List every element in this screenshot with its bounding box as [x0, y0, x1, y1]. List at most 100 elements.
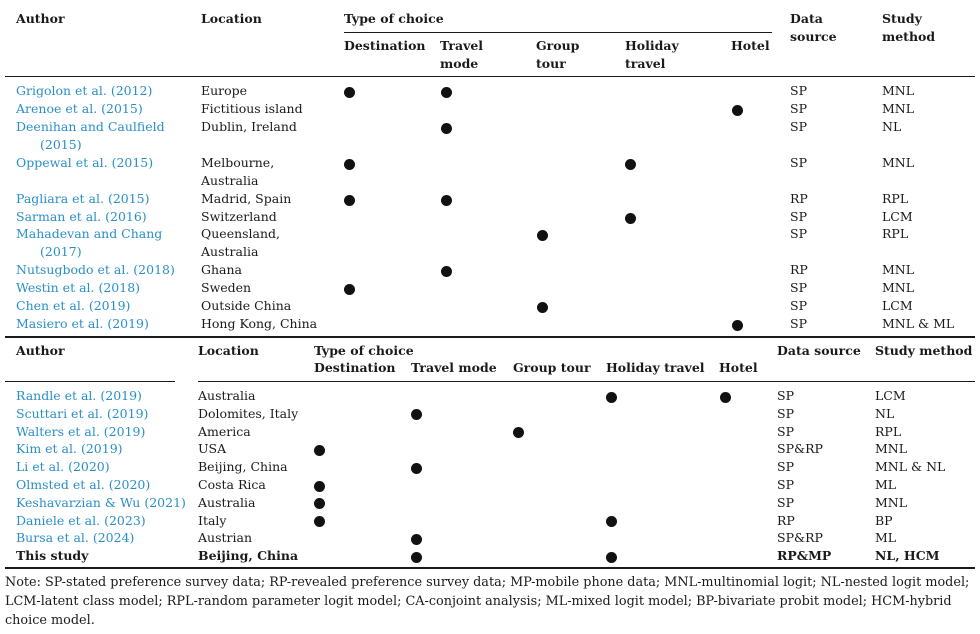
data-source-cell: SP — [790, 316, 807, 331]
study-method-cell: MNL & ML — [882, 316, 955, 331]
data-source-cell: SP — [777, 405, 794, 421]
data-source-cell: RP — [777, 512, 795, 528]
data-source-cell: RP — [790, 262, 808, 277]
location-cell: Austrian — [198, 530, 252, 546]
author-cell: Li et al. (2020) — [16, 459, 110, 475]
author-cell: Scuttari et al. (2019) — [16, 405, 149, 421]
location-cell: Beijing, China — [198, 459, 288, 475]
choice-dot — [512, 427, 524, 439]
author-cell: Oppewal et al. (2015) — [16, 155, 154, 170]
author-cell: (2015) — [40, 137, 82, 152]
choice-dot — [605, 516, 617, 528]
t1-header-rule — [5, 76, 975, 77]
t2-header-location: Location — [198, 343, 259, 358]
choice-dot — [343, 194, 355, 206]
location-cell: Australia — [201, 244, 259, 259]
t1-header-holiday-line1: Holiday — [625, 38, 679, 53]
location-cell: Melbourne, — [201, 155, 275, 170]
data-source-cell: RP&MP — [777, 548, 832, 564]
author-cell: Pagliara et al. (2015) — [16, 191, 150, 206]
author-cell: Nutsugbodo et al. (2018) — [16, 262, 175, 277]
location-cell: Italy — [198, 512, 227, 528]
study-method-cell: RPL — [875, 423, 902, 439]
t1-header-type-of-choice: Type of choice — [344, 11, 444, 26]
location-cell: Costa Rica — [198, 477, 266, 492]
study-method-cell: BP — [875, 512, 893, 528]
data-source-cell: SP — [790, 209, 807, 224]
author-cell: Arenoe et al. (2015) — [16, 101, 143, 116]
data-source-cell: SP — [777, 423, 794, 439]
data-source-cell: SP — [790, 83, 807, 98]
author-cell: (2017) — [40, 244, 82, 259]
t2-header-holiday: Holiday travel — [606, 360, 705, 375]
author-cell: Daniele et al. (2023) — [16, 512, 146, 528]
author-cell: Randle et al. (2019) — [16, 388, 142, 403]
table-separator-rule — [5, 336, 975, 338]
study-method-cell: NL, HCM — [875, 548, 940, 564]
author-cell: Olmsted et al. (2020) — [16, 477, 151, 492]
t2-header-rule-right — [198, 381, 975, 382]
t1-header-travel-mode-line1: Travel — [440, 38, 484, 53]
t2-header-study-method: Study method — [875, 343, 973, 358]
t1-header-author: Author — [16, 11, 65, 26]
choice-dot — [440, 86, 452, 98]
location-cell: Switzerland — [201, 209, 277, 224]
t2-header-hotel: Hotel — [719, 360, 758, 375]
data-source-cell: SP — [790, 226, 807, 241]
author-cell: Keshavarzian & Wu (2021) — [16, 494, 186, 510]
data-source-cell: SP — [777, 459, 794, 475]
t2-header-group-tour: Group tour — [513, 360, 591, 375]
choice-dot — [440, 122, 452, 134]
study-method-cell: LCM — [882, 298, 913, 313]
t1-header-destination: Destination — [344, 38, 426, 53]
location-cell: Sweden — [201, 280, 252, 295]
data-source-cell: SP — [777, 494, 794, 510]
location-cell: Outside China — [201, 298, 292, 313]
choice-dot — [605, 391, 617, 403]
author-cell: Grigolon et al. (2012) — [16, 83, 153, 98]
t1-header-location: Location — [201, 11, 262, 26]
data-source-cell: SP — [790, 119, 807, 134]
location-cell: Dublin, Ireland — [201, 119, 297, 134]
study-method-cell: MNL — [882, 155, 915, 170]
author-cell: Bursa et al. (2024) — [16, 530, 135, 546]
study-method-cell: ML — [875, 477, 897, 492]
study-method-cell: MNL & NL — [875, 459, 946, 475]
location-cell: Queensland, — [201, 226, 281, 241]
data-source-cell: SP — [790, 101, 807, 116]
table-note: Note: SP-stated preference survey data; … — [5, 575, 970, 628]
study-method-cell: MNL — [882, 83, 915, 98]
choice-dot — [440, 194, 452, 206]
study-method-cell: MNL — [882, 280, 915, 295]
location-cell: Dolomites, Italy — [198, 405, 299, 421]
author-cell: Chen et al. (2019) — [16, 298, 131, 313]
t1-type-of-choice-underline — [344, 32, 772, 33]
study-method-cell: LCM — [875, 388, 906, 403]
t2-header-destination: Destination — [314, 360, 396, 375]
data-source-cell: RP — [790, 191, 808, 206]
location-cell: Fictitious island — [201, 101, 303, 116]
location-cell: Australia — [198, 388, 256, 403]
author-cell: Masiero et al. (2019) — [16, 316, 149, 331]
author-cell: Sarman et al. (2016) — [16, 209, 147, 224]
study-method-cell: MNL — [875, 441, 908, 457]
study-method-cell: RPL — [882, 226, 909, 241]
t2-header-rule-left — [5, 381, 175, 382]
t2-header-travel-mode: Travel mode — [411, 360, 497, 375]
study-method-cell: RPL — [882, 191, 909, 206]
choice-dot — [440, 265, 452, 277]
choice-dot — [410, 409, 422, 421]
author-cell: This study — [16, 548, 89, 564]
choice-dot — [624, 158, 636, 170]
choice-dot — [624, 212, 636, 224]
location-cell: Beijing, China — [198, 548, 299, 564]
author-cell: Walters et al. (2019) — [16, 423, 146, 439]
choice-dot — [719, 391, 731, 403]
choice-dot — [605, 551, 617, 563]
location-cell: Hong Kong, China — [201, 316, 318, 331]
choice-dot — [313, 480, 325, 492]
choice-dot — [731, 104, 743, 116]
t1-header-holiday-line2: travel — [625, 56, 666, 71]
study-method-cell: NL — [882, 119, 902, 134]
study-method-cell: LCM — [882, 209, 913, 224]
